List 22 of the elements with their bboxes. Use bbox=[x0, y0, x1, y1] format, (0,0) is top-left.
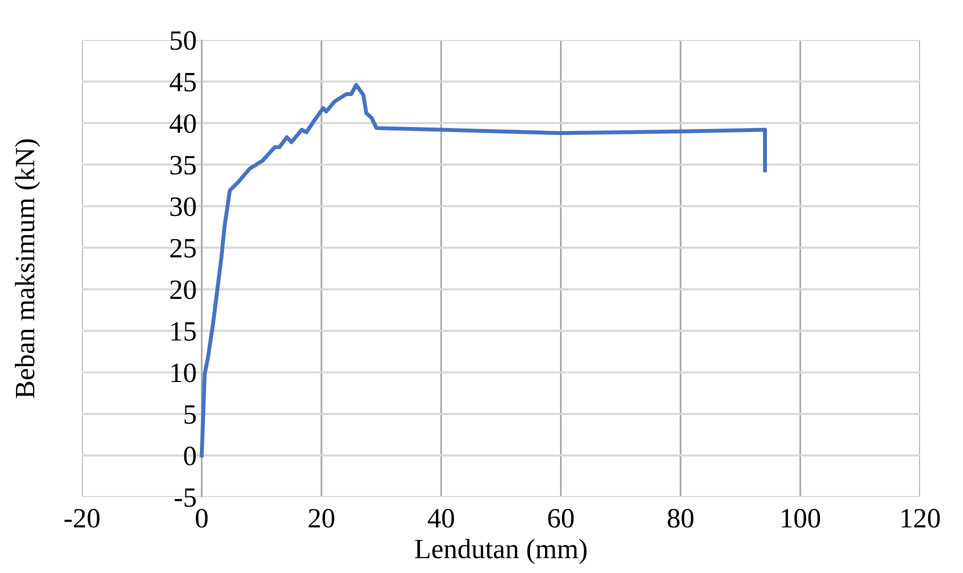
y-tick-label: -5 bbox=[174, 488, 196, 507]
y-axis-title: Beban maksimum (kN) bbox=[14, 139, 40, 398]
y-tick-label: 20 bbox=[170, 280, 196, 300]
x-tick-label: 20 bbox=[308, 508, 334, 528]
y-tick-label: 45 bbox=[170, 72, 196, 92]
x-tick-label: 100 bbox=[782, 508, 820, 528]
y-tick-label: 30 bbox=[170, 197, 196, 216]
x-axis-title: Lendutan (mm) bbox=[415, 538, 587, 564]
x-tick-label: 80 bbox=[668, 508, 694, 528]
y-tick-label: 15 bbox=[172, 322, 196, 341]
line-series bbox=[200, 82, 767, 458]
x-tick-label: 120 bbox=[902, 508, 940, 528]
x-tick-label: 60 bbox=[548, 508, 574, 528]
x-tick-label: 40 bbox=[428, 508, 454, 528]
y-tick-label: 10 bbox=[172, 364, 196, 382]
y-tick-label: 0 bbox=[184, 446, 196, 466]
y-tick-label: 40 bbox=[170, 114, 196, 133]
y-tick-label: 35 bbox=[170, 156, 196, 175]
y-tick-label: 50 bbox=[170, 31, 196, 50]
y-tick-label: 25 bbox=[170, 238, 196, 258]
y-tick-label: 5 bbox=[184, 405, 196, 424]
x-tick-label: -20 bbox=[64, 508, 100, 528]
